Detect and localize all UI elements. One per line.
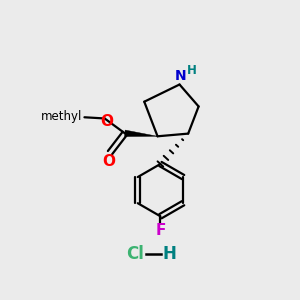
- Text: O: O: [100, 114, 113, 129]
- Text: F: F: [155, 223, 166, 238]
- Polygon shape: [124, 130, 158, 136]
- Text: H: H: [162, 245, 176, 263]
- Text: Cl: Cl: [126, 245, 144, 263]
- Text: O: O: [103, 154, 116, 169]
- Text: H: H: [187, 64, 197, 77]
- Text: methyl: methyl: [41, 110, 82, 123]
- Text: N: N: [174, 69, 186, 82]
